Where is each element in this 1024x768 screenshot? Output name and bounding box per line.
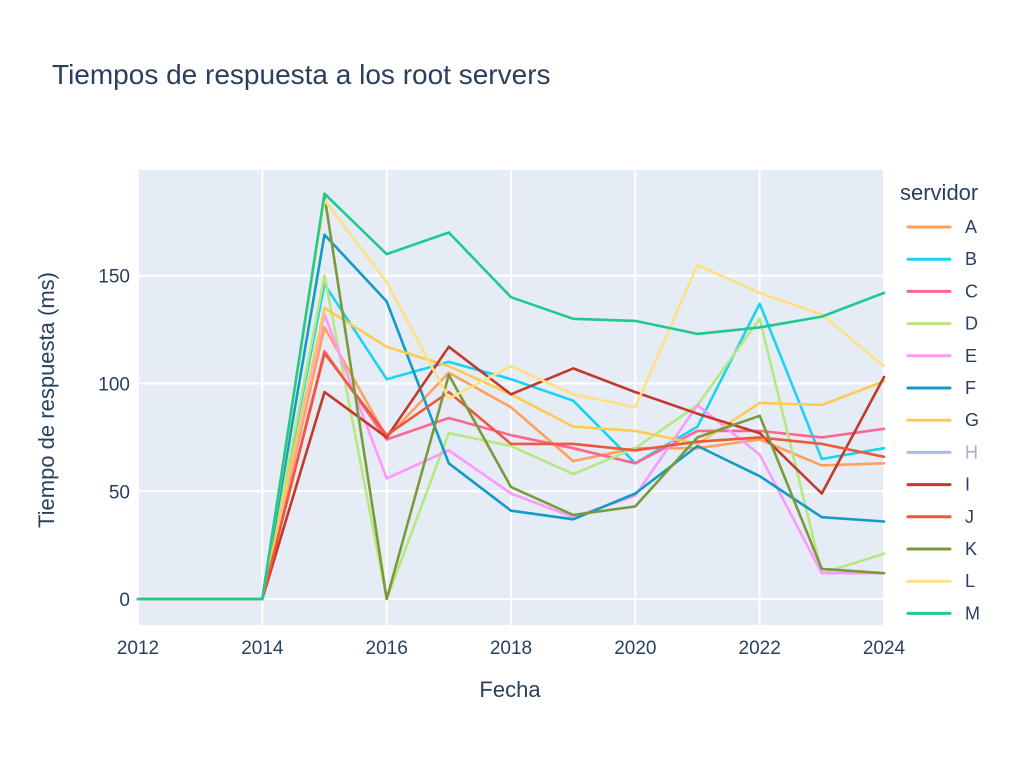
legend-item-l[interactable]: L: [906, 571, 975, 591]
legend-item-i[interactable]: I: [906, 475, 970, 495]
x-tick-label: 2012: [117, 638, 159, 659]
legend-item-m[interactable]: M: [906, 603, 980, 623]
legend-label: I: [965, 475, 970, 495]
legend-item-e[interactable]: E: [906, 346, 977, 366]
legend-item-b[interactable]: B: [906, 249, 977, 269]
legend-item-j[interactable]: J: [906, 507, 974, 527]
y-tick-label: 150: [98, 267, 130, 288]
legend-item-k[interactable]: K: [906, 539, 977, 559]
x-tick-label: 2020: [614, 638, 656, 659]
x-tick-label: 2018: [490, 638, 532, 659]
legend-item-d[interactable]: D: [906, 314, 978, 334]
legend-label: B: [965, 249, 977, 269]
legend-item-f[interactable]: F: [906, 378, 976, 398]
legend-title: servidor: [900, 180, 978, 205]
x-tick-label: 2016: [366, 638, 408, 659]
legend-label: J: [965, 507, 974, 527]
legend-item-g[interactable]: G: [906, 410, 979, 430]
legend-item-a[interactable]: A: [906, 217, 977, 237]
legend-label: F: [965, 378, 976, 398]
legend-label: C: [965, 281, 978, 301]
chart-title: Tiempos de respuesta a los root servers: [52, 59, 551, 90]
x-tick-label: 2024: [863, 638, 906, 659]
x-tick-label: 2014: [241, 638, 284, 659]
y-tick-label: 100: [98, 374, 130, 395]
series-lines: [136, 192, 886, 601]
legend-label: K: [965, 539, 977, 559]
y-axis-ticks: 0 50 100 150: [98, 267, 130, 611]
legend-item-c[interactable]: C: [906, 281, 978, 301]
x-tick-label: 2022: [739, 638, 781, 659]
series-line-m: [136, 192, 886, 601]
legend-label: G: [965, 410, 979, 430]
legend-label: H: [965, 442, 978, 462]
legend-label: D: [965, 314, 978, 334]
legend-label: M: [965, 603, 980, 623]
legend-item-h[interactable]: H: [906, 442, 978, 462]
x-axis-title: Fecha: [479, 677, 541, 702]
y-axis-title: Tiempo de respuesta (ms): [34, 272, 59, 528]
legend-label: E: [965, 346, 977, 366]
y-tick-label: 50: [109, 482, 130, 503]
legend-label: L: [965, 571, 975, 591]
legend-label: A: [965, 217, 977, 237]
y-tick-label: 0: [119, 590, 130, 611]
x-axis-ticks: 2012 2014 2016 2018 2020 2022 2024: [117, 638, 906, 659]
